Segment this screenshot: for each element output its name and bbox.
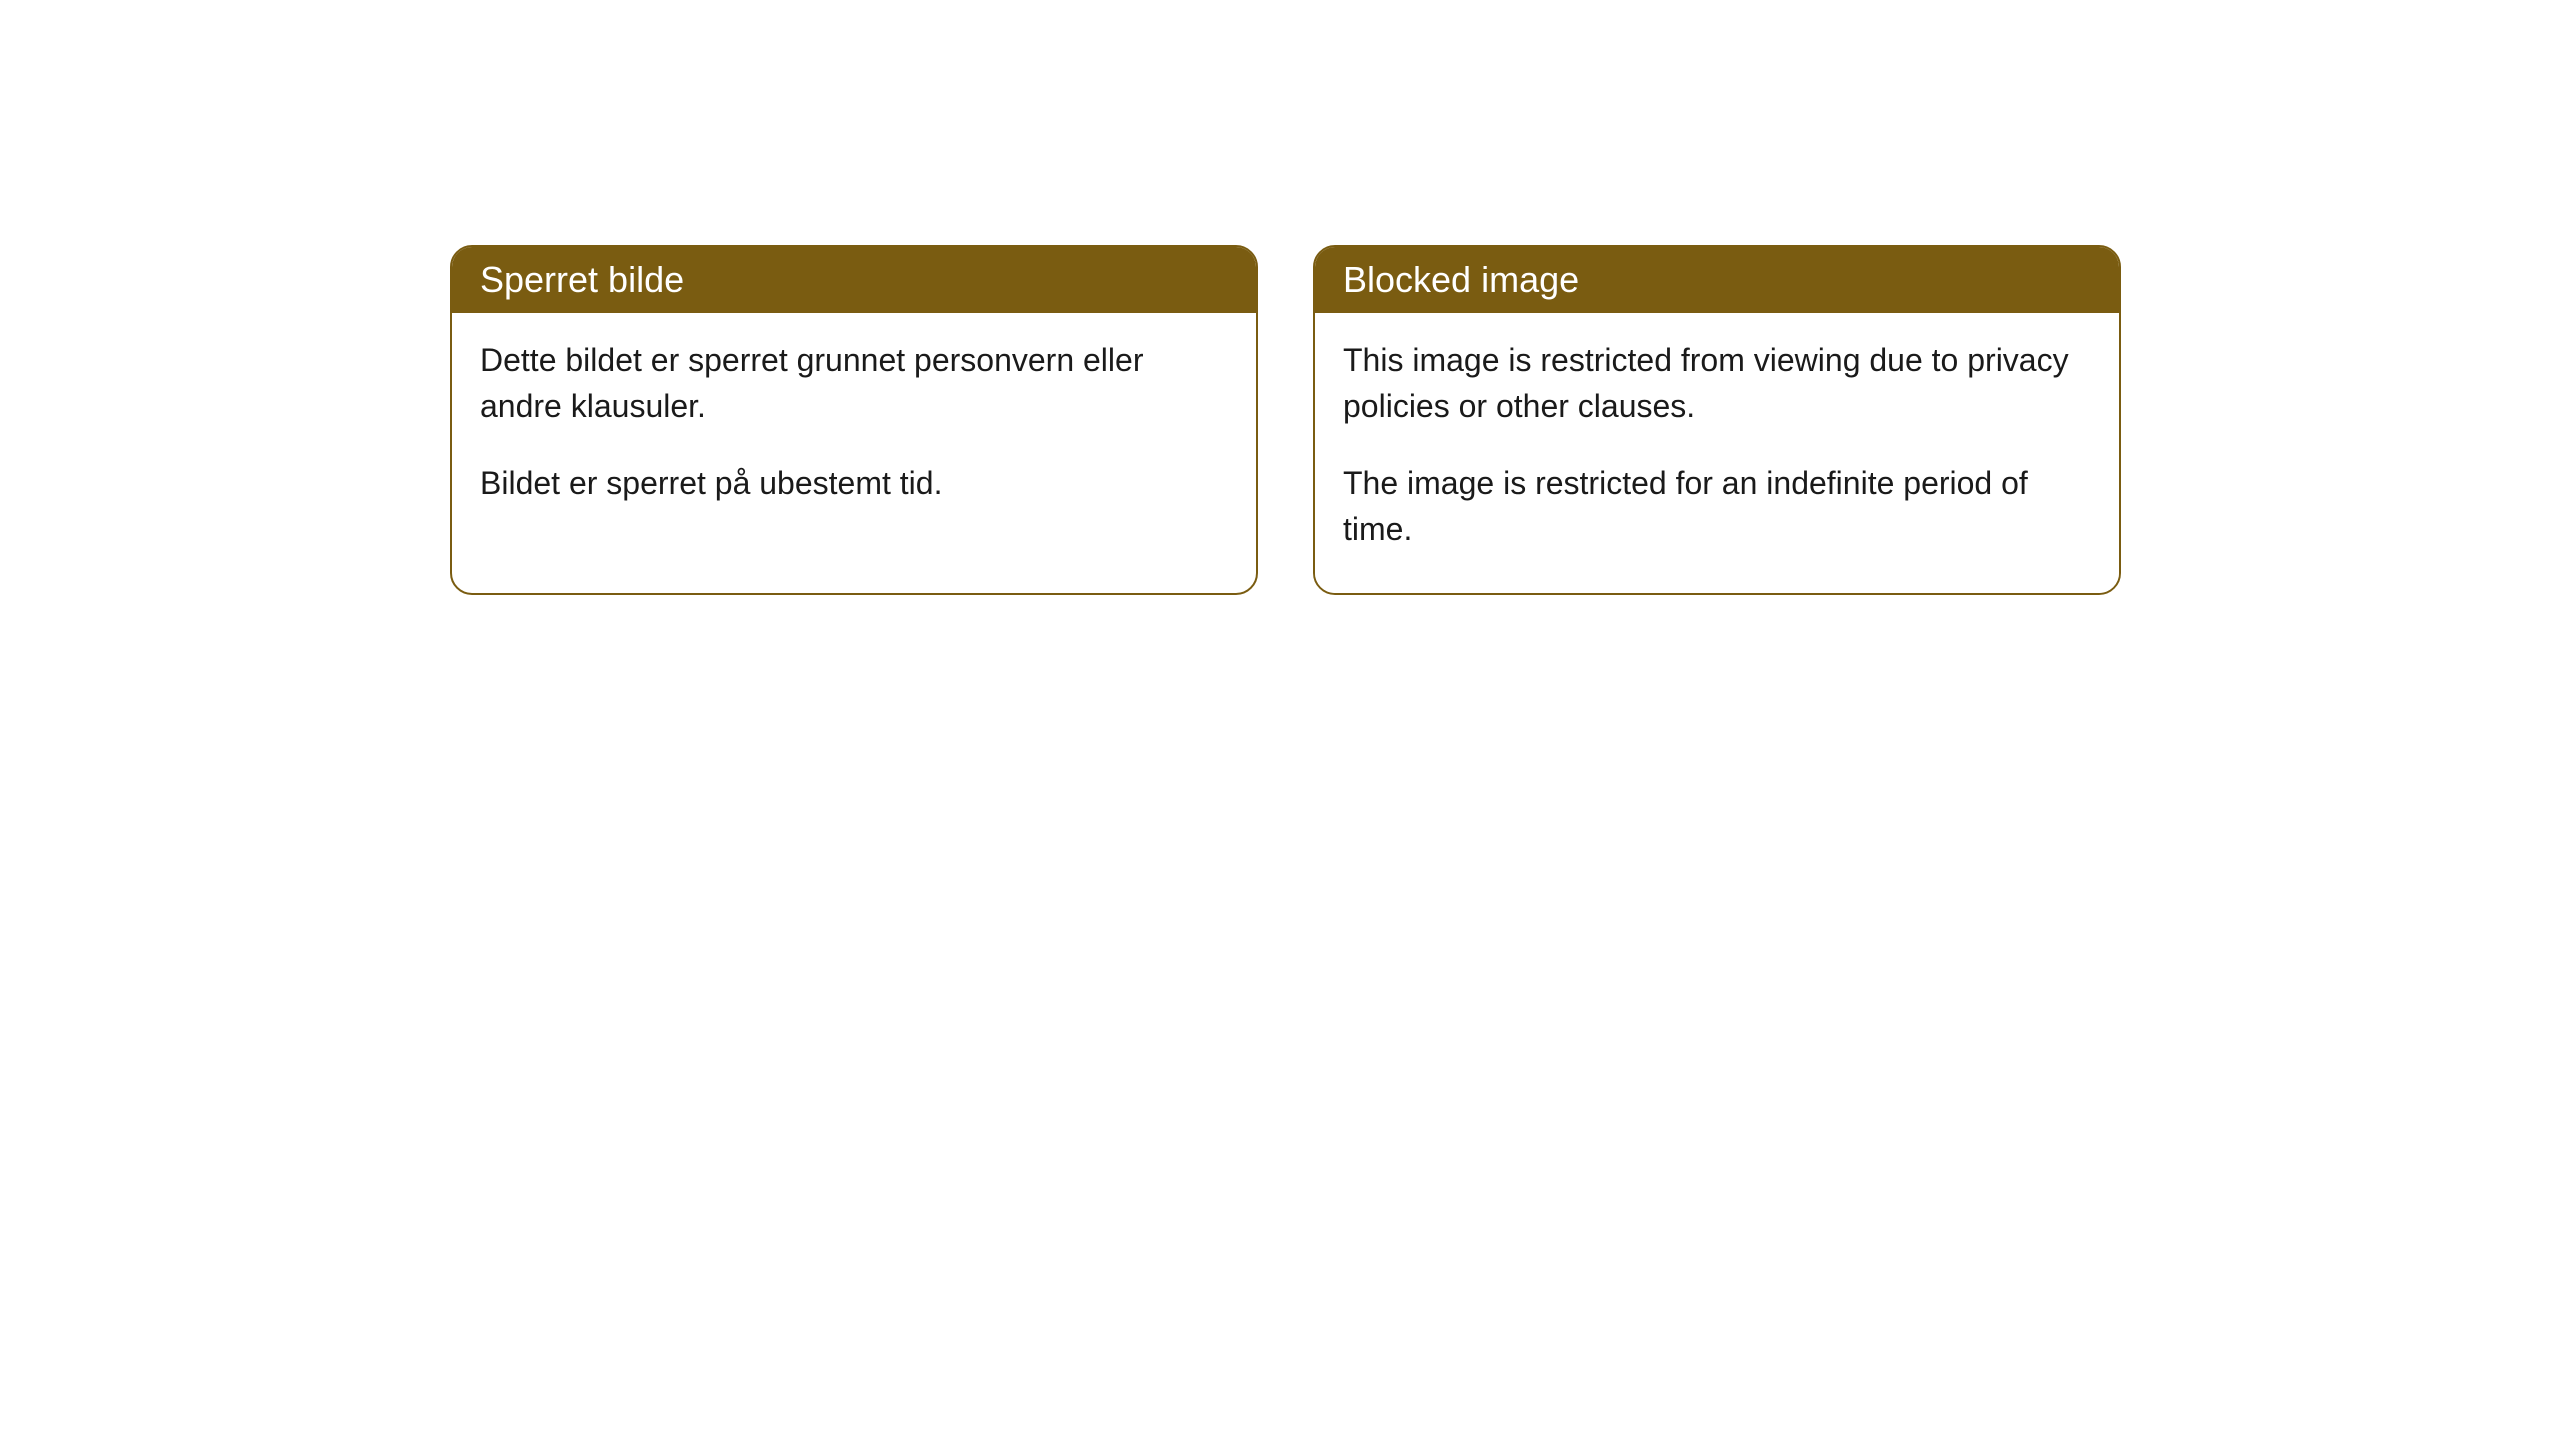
- blocked-image-card-no: Sperret bilde Dette bildet er sperret gr…: [450, 245, 1258, 595]
- card-para2-en: The image is restricted for an indefinit…: [1343, 460, 2091, 553]
- card-para1-en: This image is restricted from viewing du…: [1343, 337, 2091, 430]
- card-header-en: Blocked image: [1315, 247, 2119, 313]
- blocked-image-card-en: Blocked image This image is restricted f…: [1313, 245, 2121, 595]
- notice-cards-container: Sperret bilde Dette bildet er sperret gr…: [450, 245, 2121, 595]
- card-title-en: Blocked image: [1343, 259, 1579, 300]
- card-header-no: Sperret bilde: [452, 247, 1256, 313]
- card-body-en: This image is restricted from viewing du…: [1315, 313, 2119, 593]
- card-para1-no: Dette bildet er sperret grunnet personve…: [480, 337, 1228, 430]
- card-body-no: Dette bildet er sperret grunnet personve…: [452, 313, 1256, 546]
- card-para2-no: Bildet er sperret på ubestemt tid.: [480, 460, 1228, 506]
- card-title-no: Sperret bilde: [480, 259, 684, 300]
